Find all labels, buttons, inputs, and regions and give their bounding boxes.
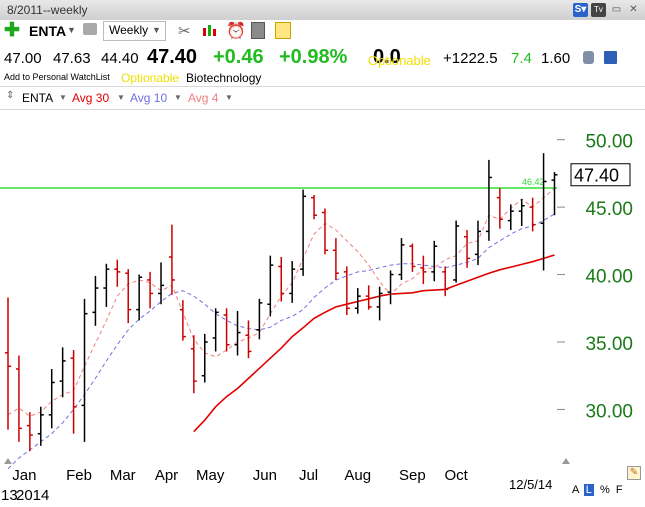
- alarm-clock-icon[interactable]: ⏰: [226, 23, 246, 40]
- period-label: Weekly: [109, 23, 149, 37]
- resistance-label: 46.42: [522, 177, 545, 187]
- chart-annotations: [4, 458, 570, 464]
- scroll-left-marker-icon: [4, 458, 12, 464]
- candle-icon[interactable]: [202, 23, 216, 37]
- scroll-right-marker-icon: [562, 458, 570, 464]
- calculator-icon[interactable]: [251, 22, 265, 39]
- quote-change-pct: +0.98%: [279, 46, 348, 68]
- quote-extra: 0.0: [373, 46, 401, 68]
- quote-low: 44.40: [101, 50, 139, 67]
- print-icon[interactable]: [83, 23, 97, 35]
- symbol-label[interactable]: ENTA: [29, 23, 67, 39]
- legend-updown-icon[interactable]: ⇕: [6, 90, 15, 101]
- s-button[interactable]: S▾: [573, 3, 588, 17]
- quote-rs: +1222.5: [443, 50, 498, 67]
- legend-avg10-chevron-icon[interactable]: ▼: [174, 93, 182, 102]
- legend-avg30-chevron-icon[interactable]: ▼: [117, 93, 125, 102]
- info-optionable: Optionable: [121, 71, 180, 85]
- legend-avg4-chevron-icon[interactable]: ▼: [225, 93, 233, 102]
- add-to-watchlist-link[interactable]: Add to Personal WatchList: [4, 72, 110, 82]
- series-avg-30-line: [193, 254, 555, 433]
- tools-icon[interactable]: ✂: [178, 23, 191, 40]
- x-tick-label-7: Aug: [344, 467, 371, 484]
- x-tick-label-1: Feb: [66, 467, 92, 484]
- quote-bar: 47.00 47.63 44.40 47.40 +0.46 +0.98% 0.0…: [0, 43, 645, 69]
- quote-open: 47.00: [4, 50, 42, 67]
- x-tick-label-8: Sep: [399, 467, 426, 484]
- quote-high: 47.63: [53, 50, 91, 67]
- series-avg-10-line: [7, 213, 555, 470]
- x-tick-label-3: Apr: [155, 467, 178, 484]
- save-icon[interactable]: [604, 51, 617, 64]
- tv-button[interactable]: Tv: [591, 3, 606, 17]
- quote-optionable: Optionable: [368, 53, 431, 68]
- y-tick-label-4: 30.00: [585, 401, 633, 422]
- quote-ratio: 7.4: [511, 50, 532, 67]
- resistance-line-group: 46.42: [0, 177, 557, 189]
- last-price-box: [570, 163, 631, 187]
- x-tick-label-5: Jun: [253, 467, 277, 484]
- y-tick-label-2: 40.00: [585, 267, 633, 288]
- scale-l-option[interactable]: L: [583, 484, 594, 496]
- legend-bar: ⇕ ENTA ▼ Avg 30 ▼ Avg 10 ▼ Avg 4 ▼: [0, 86, 645, 110]
- scale-pct-option[interactable]: %: [599, 484, 610, 496]
- quote-change: +0.46: [213, 46, 264, 68]
- moving-averages: [7, 187, 555, 470]
- symbol-dropdown-icon[interactable]: ▼: [67, 25, 76, 35]
- scale-options: A L % F: [572, 484, 623, 496]
- quote-last: 47.40: [147, 46, 198, 68]
- y-tick-label-0: 50.00: [585, 132, 633, 153]
- y-axis: 50.00 45.00 40.00 35.00 30.00 47.40: [557, 132, 633, 422]
- toolbar: ✚ ENTA ▼ Weekly ▼ ✂ ⏰: [0, 20, 645, 43]
- scale-f-option[interactable]: F: [615, 484, 623, 496]
- quote-beta: 1.60: [541, 50, 571, 67]
- series-avg-4-line: [7, 187, 555, 417]
- year-label: 2014: [16, 487, 49, 504]
- x-tick-label-0: Jan: [12, 467, 36, 484]
- y-tick-label-3: 35.00: [585, 334, 633, 355]
- x-tick-label-6: Jul: [299, 467, 318, 484]
- x-tick-label-9: Oct: [444, 467, 468, 484]
- database-icon[interactable]: [583, 51, 594, 64]
- period-chevron-down-icon[interactable]: ▼: [152, 25, 161, 35]
- industry-label: Biotechnology: [186, 71, 262, 85]
- note-icon[interactable]: [275, 22, 291, 39]
- y-tick-label-1: 45.00: [585, 199, 633, 220]
- scale-a-option[interactable]: A: [572, 484, 579, 496]
- edit-pencil-icon[interactable]: ✎: [627, 466, 641, 480]
- period-dropdown[interactable]: [103, 21, 166, 41]
- last-date-label: 12/5/14: [509, 477, 552, 492]
- legend-avg30[interactable]: Avg 30: [72, 91, 110, 105]
- info-bar: Add to Personal WatchList Optionable Bio…: [0, 69, 645, 86]
- legend-symbol[interactable]: ENTA: [22, 91, 54, 105]
- x-tick-label-2: Mar: [110, 467, 136, 484]
- legend-symbol-chevron-icon[interactable]: ▼: [59, 93, 67, 102]
- x-tick-label-4: May: [196, 467, 225, 484]
- last-price-label: 47.40: [574, 166, 619, 186]
- price-bars: [5, 153, 558, 452]
- add-symbol-icon[interactable]: ✚: [4, 20, 20, 41]
- year-prefix-label: 13: [1, 487, 18, 504]
- legend-avg4[interactable]: Avg 4: [188, 91, 219, 105]
- window-title: 8/2011--weekly: [7, 3, 88, 17]
- close-button[interactable]: ✕: [629, 4, 638, 15]
- legend-avg10[interactable]: Avg 10: [130, 91, 168, 105]
- minimize-button[interactable]: ▭: [611, 4, 622, 15]
